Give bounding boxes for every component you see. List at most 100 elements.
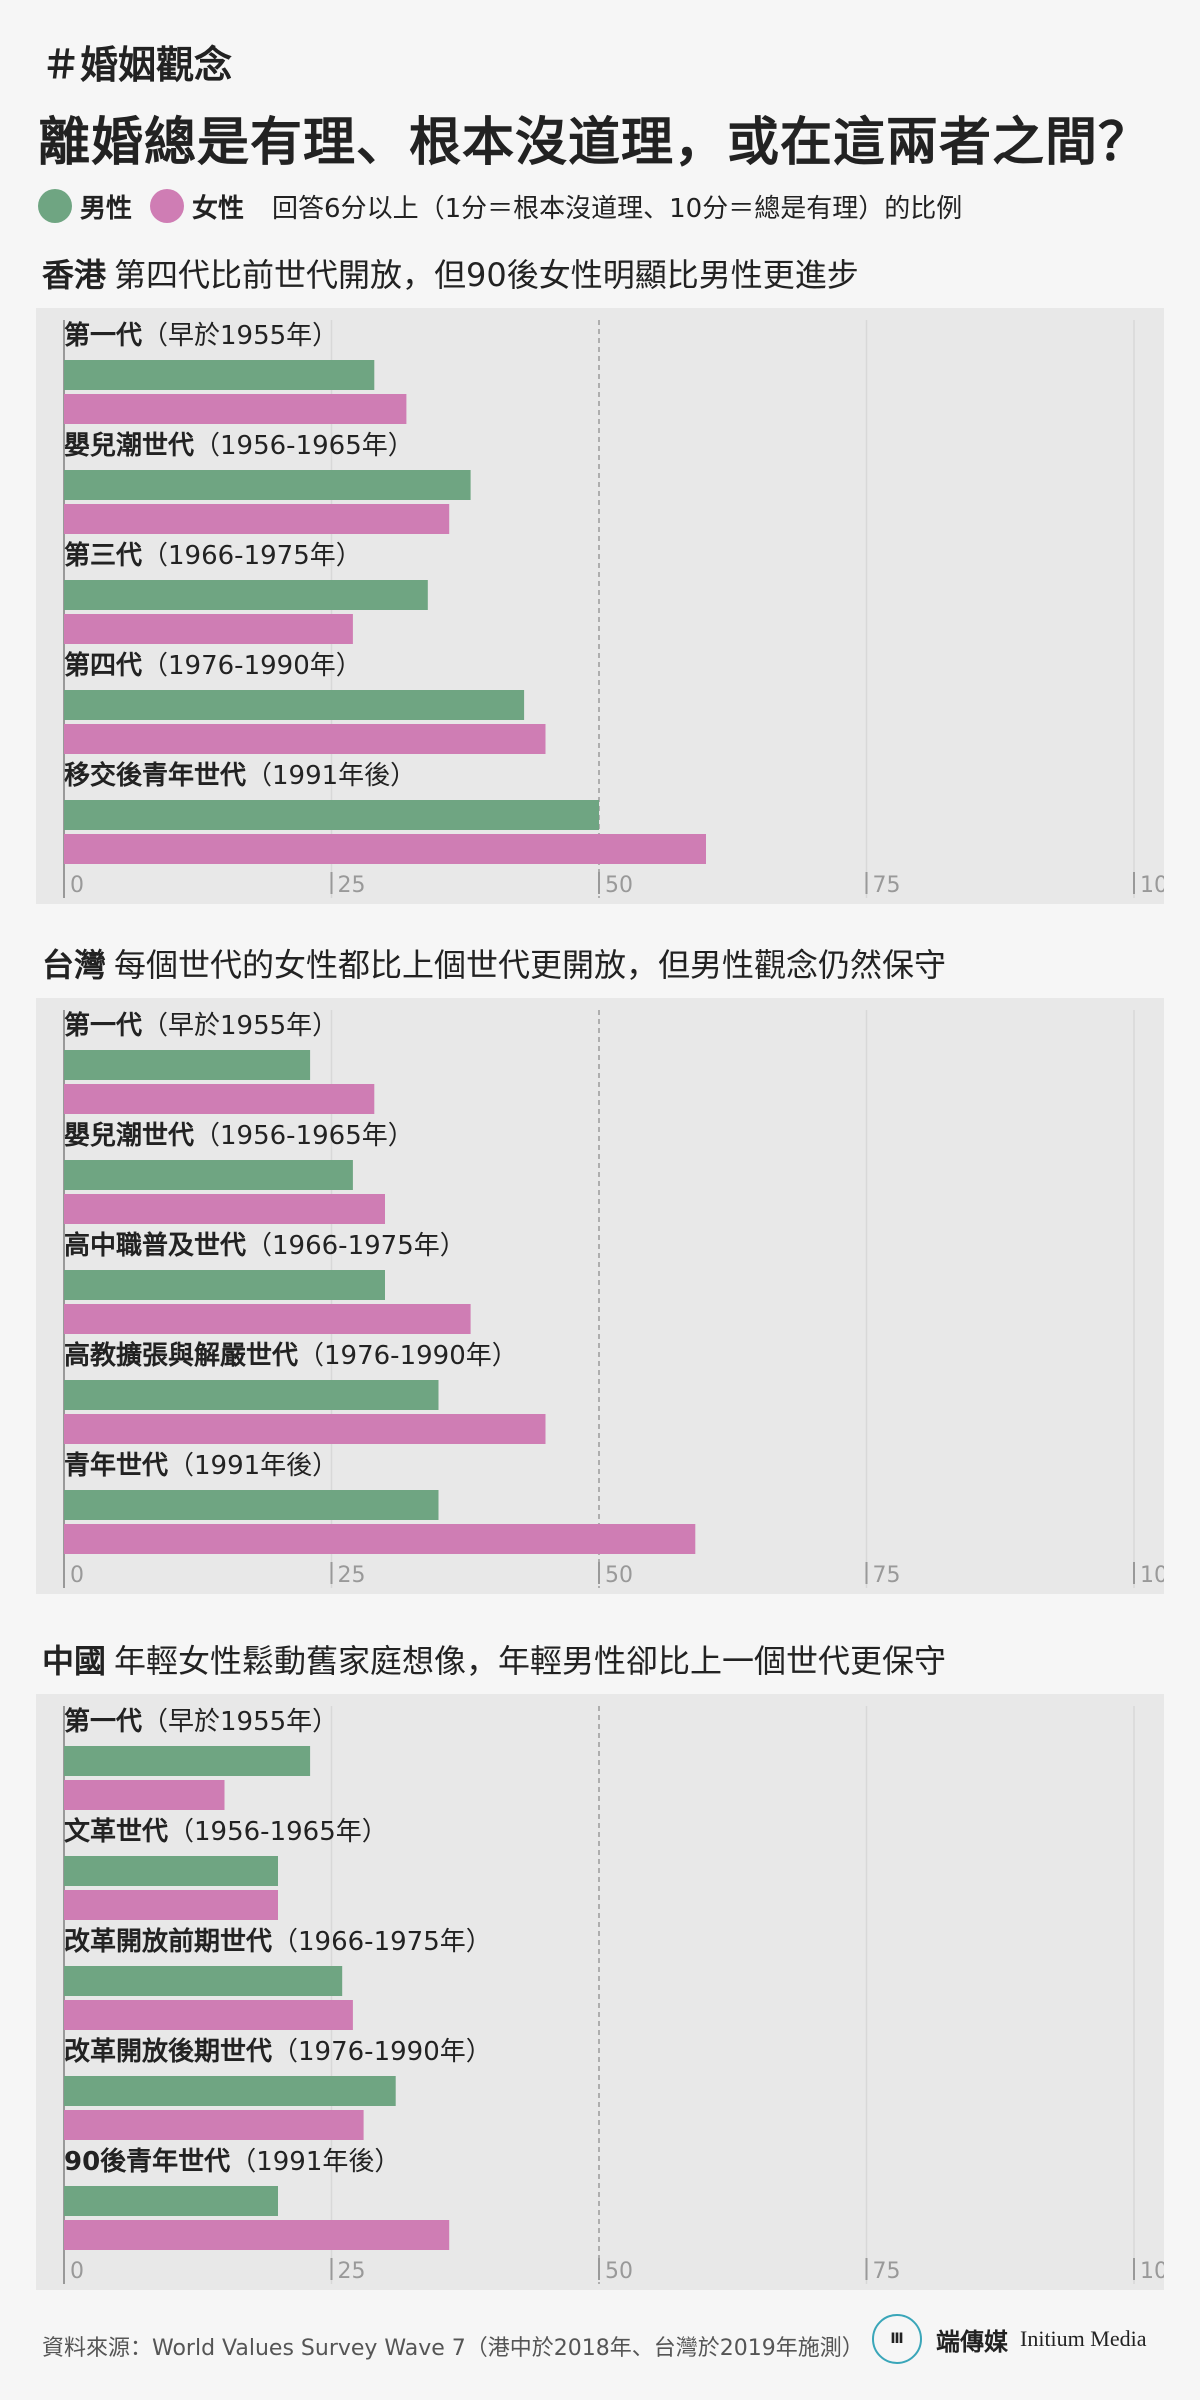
- bar-male: [64, 580, 428, 610]
- category-label: 文革世代（1956-1965年）: [64, 1816, 388, 1847]
- legend-male-swatch: [38, 189, 72, 223]
- tick-label: 25: [338, 873, 366, 898]
- legend-female-label: 女性: [192, 193, 245, 224]
- category-range: （1991年後）: [168, 1451, 338, 1481]
- bar-male: [64, 470, 471, 500]
- category-label: 第三代（1966-1975年）: [64, 540, 362, 571]
- bar-male: [64, 360, 375, 390]
- bar-female: [64, 1304, 471, 1334]
- category-name: 高中職普及世代: [64, 1230, 246, 1261]
- bar-male: [64, 1380, 439, 1410]
- bar-male: [64, 690, 525, 720]
- category-name: 第四代: [64, 650, 142, 681]
- tick-label: 50: [605, 2259, 633, 2284]
- logo-text-cn: 端傳媒: [936, 2326, 1008, 2356]
- chart-panel-tw: 0 25 50 75 100% 第一代（早於1955年） 嬰兒潮世代（1956-1965年）…: [36, 998, 1164, 1594]
- category-label: 移交後青年世代（1991年後）: [64, 760, 416, 791]
- chart-cn: 0 25 50 75 100% 第一代（早於1955年） 文革世代（1956-1965年） 改…: [63, 1706, 1164, 2284]
- category-range: （早於1955年）: [142, 1707, 338, 1737]
- bar-male: [64, 2186, 278, 2216]
- tick-label: 50: [605, 1563, 633, 1588]
- legend-female: 女性: [150, 188, 244, 225]
- bar-male: [64, 1270, 385, 1300]
- category-label: 90後青年世代（1991年後）: [64, 2146, 400, 2177]
- bar-female: [64, 2000, 353, 2030]
- chart-tw: 0 25 50 75 100% 第一代（早於1955年） 嬰兒潮世代（1956-1965年）…: [63, 1010, 1164, 1588]
- category-label: 高中職普及世代（1966-1975年）: [64, 1230, 466, 1261]
- category-range: （1966-1975年）: [246, 1231, 466, 1261]
- bar-female: [64, 1084, 375, 1114]
- legend-male-label: 男性: [80, 193, 133, 224]
- bar-female: [64, 1524, 696, 1554]
- category-name: 嬰兒潮世代: [64, 1121, 194, 1151]
- page-title: 離婚總是有理、根本沒道理，或在這兩者之間？: [38, 113, 1152, 173]
- tick-label: 75: [873, 2259, 901, 2284]
- bar-female: [64, 1890, 278, 1920]
- section-title-hk: 香港 第四代比前世代開放，但90後女性明顯比男性更進步: [42, 250, 859, 296]
- publisher-logo: Ⅲ 端傳媒 Initium Media: [872, 2314, 1146, 2364]
- tick-label: 75: [873, 873, 901, 898]
- bar-male: [64, 1050, 311, 1080]
- bar-male: [64, 1490, 439, 1520]
- tick-label: 100%: [1140, 873, 1164, 898]
- category-label: 改革開放前期世代（1966-1975年）: [64, 1926, 492, 1957]
- legend-note: 回答6分以上（1分＝根本沒道理、10分＝總是有理）的比例: [272, 193, 963, 224]
- category-label: 改革開放後期世代（1976-1990年）: [64, 2036, 492, 2067]
- tick-label: 0: [70, 2259, 84, 2284]
- section-title-tw: 台灣 每個世代的女性都比上個世代更開放，但男性觀念仍然保守: [42, 940, 946, 986]
- category-label: 第一代（早於1955年）: [64, 1010, 338, 1041]
- category-range: （1976-1990年）: [272, 2037, 492, 2067]
- category-name: 移交後青年世代: [64, 760, 246, 791]
- bar-female: [64, 394, 407, 424]
- tick-label: 100%: [1140, 1563, 1164, 1588]
- legend-male: 男性: [38, 188, 132, 225]
- category-range: （早於1955年）: [142, 1011, 338, 1041]
- category-name: 第一代: [64, 1010, 142, 1041]
- source-note: 資料來源：World Values Survey Wave 7（港中於2018年…: [42, 2336, 864, 2361]
- category-range: （1976-1990年）: [142, 651, 362, 681]
- chart-panel-cn: 0 25 50 75 100% 第一代（早於1955年） 文革世代（1956-1965年） 改…: [36, 1694, 1164, 2290]
- bar-male: [64, 800, 599, 830]
- bar-female: [64, 1414, 546, 1444]
- category-range: （1956-1965年）: [194, 1121, 414, 1151]
- chart-panel-hk: 0 25 50 75 100% 第一代（早於1955年） 嬰兒潮世代（1956-1965年）…: [36, 308, 1164, 904]
- category-name: 青年世代: [64, 1450, 168, 1481]
- category-name: 高教擴張與解嚴世代: [64, 1340, 298, 1371]
- logo-mark-icon: Ⅲ: [872, 2314, 922, 2364]
- legend: 男性 女性 回答6分以上（1分＝根本沒道理、10分＝總是有理）的比例: [38, 186, 962, 226]
- category-name: 90後青年世代: [64, 2146, 230, 2177]
- bar-female: [64, 1780, 225, 1810]
- section-subtitle-tw: 每個世代的女性都比上個世代更開放，但男性觀念仍然保守: [114, 946, 947, 984]
- bar-male: [64, 2076, 396, 2106]
- bar-female: [64, 834, 706, 864]
- category-range: （1956-1965年）: [168, 1817, 388, 1847]
- category-label: 第一代（早於1955年）: [64, 1706, 338, 1737]
- section-region-tw: 台灣: [42, 946, 107, 984]
- tick-label: 25: [338, 1563, 366, 1588]
- chart-hk: 0 25 50 75 100% 第一代（早於1955年） 嬰兒潮世代（1956-1965年）…: [63, 320, 1164, 898]
- bar-female: [64, 1194, 385, 1224]
- section-subtitle-hk: 第四代比前世代開放，但90後女性明顯比男性更進步: [114, 256, 859, 294]
- tick-label: 50: [605, 873, 633, 898]
- section-region-hk: 香港: [42, 256, 107, 294]
- category-range: （1976-1990年）: [298, 1341, 518, 1371]
- tick-label: 75: [873, 1563, 901, 1588]
- category-label: 嬰兒潮世代（1956-1965年）: [64, 431, 414, 461]
- bar-male: [64, 1160, 353, 1190]
- category-name: 第一代: [64, 320, 142, 351]
- category-range: （1956-1965年）: [194, 431, 414, 461]
- category-range: （早於1955年）: [142, 321, 338, 351]
- section-region-cn: 中國: [42, 1642, 107, 1680]
- tick-label: 25: [338, 2259, 366, 2284]
- category-range: （1991年後）: [230, 2147, 400, 2177]
- category-label: 高教擴張與解嚴世代（1976-1990年）: [64, 1340, 518, 1371]
- category-name: 第一代: [64, 1706, 142, 1737]
- tick-label: 100%: [1140, 2259, 1164, 2284]
- category-range: （1991年後）: [246, 761, 416, 791]
- bar-female: [64, 2110, 364, 2140]
- category-label: 嬰兒潮世代（1956-1965年）: [64, 1121, 414, 1151]
- category-label: 第一代（早於1955年）: [64, 320, 338, 351]
- category-name: 改革開放後期世代: [64, 2036, 272, 2067]
- category-name: 改革開放前期世代: [64, 1926, 272, 1957]
- bar-male: [64, 1966, 343, 1996]
